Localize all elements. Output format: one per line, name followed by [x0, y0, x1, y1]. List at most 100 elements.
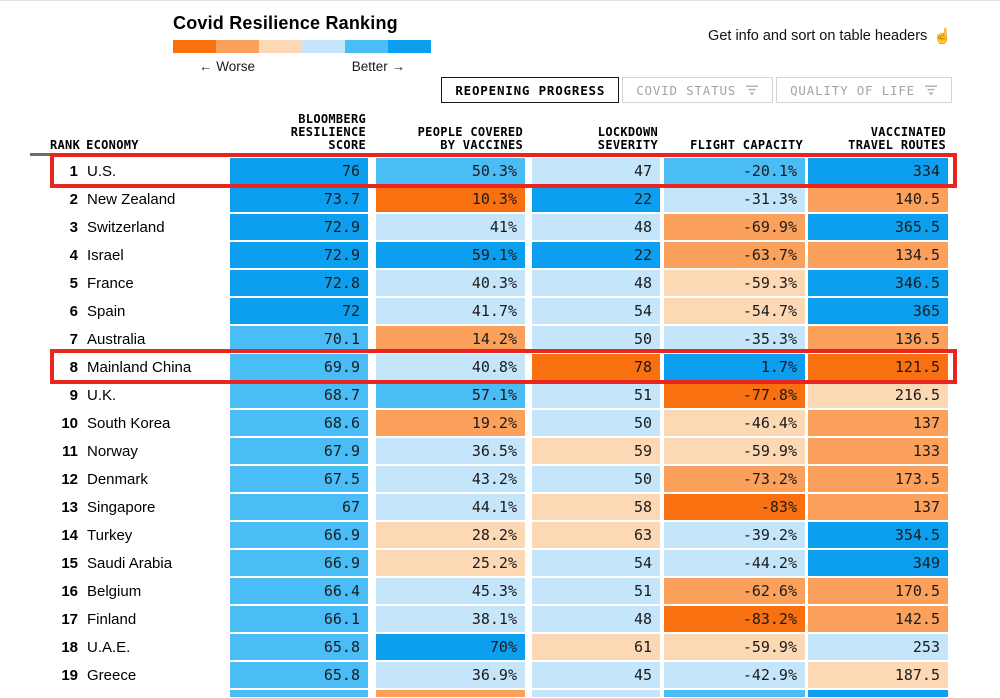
legend-color-medium_orange [216, 40, 259, 53]
rank-value: 7 [69, 330, 78, 348]
score-cell: 66.9 [230, 550, 368, 576]
lockdown-cell: 61 [532, 634, 660, 660]
rank-value: 3 [69, 218, 78, 236]
economy-name: New Zealand [87, 190, 176, 208]
lockdown-cell: 48 [532, 270, 660, 296]
score-cell: 70.1 [230, 326, 368, 352]
score-cell: 69.9 [230, 354, 368, 380]
flight-cell: -83% [664, 494, 805, 520]
economy-cell: 19 Greece [40, 662, 230, 688]
economy-name: U.K. [87, 386, 117, 404]
vaccines-cell: 41.7% [376, 298, 525, 324]
flight-cell: -54.7% [664, 298, 805, 324]
vaccines-cell: 19.2% [376, 410, 525, 436]
rank-value: 12 [61, 470, 78, 488]
tab-reopening-progress[interactable]: REOPENING PROGRESS [441, 77, 620, 103]
flight-cell: -59.3% [664, 270, 805, 296]
tab-quality-of-life[interactable]: QUALITY OF LIFE [776, 77, 952, 103]
header-lockdown-severity[interactable]: LOCKDOWN SEVERITY [597, 125, 658, 152]
rank-value: 4 [69, 246, 78, 264]
header-rank[interactable]: RANK [50, 138, 81, 152]
table-row-south-korea: 10 South Korea 68.6 19.2% 50 -46.4% 137 [40, 410, 948, 436]
partial-lockdown-cell [532, 690, 660, 697]
tab-label: REOPENING PROGRESS [455, 82, 606, 98]
sort-hint: Get info and sort on table headers ☝ [708, 28, 952, 44]
economy-cell: 18 U.A.E. [40, 634, 230, 660]
rank-value: 11 [62, 442, 78, 460]
lockdown-cell: 50 [532, 466, 660, 492]
economy-cell: 11 Norway [40, 438, 230, 464]
score-cell: 67.9 [230, 438, 368, 464]
lockdown-cell: 45 [532, 662, 660, 688]
routes-cell: 137 [808, 410, 948, 436]
lockdown-cell: 54 [532, 298, 660, 324]
rank-value: 13 [61, 498, 78, 516]
economy-cell: 2 New Zealand [40, 186, 230, 212]
flight-cell: 1.7% [664, 354, 805, 380]
rank-value: 6 [69, 302, 78, 320]
routes-cell: 136.5 [808, 326, 948, 352]
economy-name: Australia [87, 330, 146, 348]
routes-cell: 121.5 [808, 354, 948, 380]
flight-cell: -20.1% [664, 158, 805, 184]
vaccines-cell: 36.9% [376, 662, 525, 688]
flight-cell: -77.8% [664, 382, 805, 408]
vaccines-cell: 25.2% [376, 550, 525, 576]
tab-covid-status[interactable]: COVID STATUS [622, 77, 774, 103]
routes-cell: 334 [808, 158, 948, 184]
routes-cell: 365.5 [808, 214, 948, 240]
economy-cell: 14 Turkey [40, 522, 230, 548]
routes-cell: 354.5 [808, 522, 948, 548]
table-row-finland: 17 Finland 66.1 38.1% 48 -83.2% 142.5 [40, 606, 948, 632]
economy-cell: 3 Switzerland [40, 214, 230, 240]
table-row-turkey: 14 Turkey 66.9 28.2% 63 -39.2% 354.5 [40, 522, 948, 548]
economy-name: Mainland China [87, 358, 192, 376]
economy-name: U.A.E. [87, 638, 131, 656]
rank-value: 15 [61, 554, 78, 572]
flight-cell: -73.2% [664, 466, 805, 492]
score-cell: 76 [230, 158, 368, 184]
score-cell: 68.7 [230, 382, 368, 408]
table-header-row: RANK ECONOMY BLOOMBERG RESILIENCE SCORE … [40, 112, 948, 152]
routes-cell: 173.5 [808, 466, 948, 492]
flight-cell: -35.3% [664, 326, 805, 352]
lockdown-cell: 22 [532, 186, 660, 212]
vaccines-cell: 40.8% [376, 354, 525, 380]
header-vaccinated-routes[interactable]: VACCINATED TRAVEL ROUTES [848, 125, 946, 152]
table-row-u-a-e: 18 U.A.E. 65.8 70% 61 -59.9% 253 [40, 634, 948, 660]
header-resilience-score[interactable]: BLOOMBERG RESILIENCE SCORE [290, 112, 366, 152]
legend-color-pale_orange [259, 40, 302, 53]
economy-name: Greece [87, 666, 137, 684]
economy-cell: 15 Saudi Arabia [40, 550, 230, 576]
vaccines-cell: 45.3% [376, 578, 525, 604]
table-row-denmark: 12 Denmark 67.5 43.2% 50 -73.2% 173.5 [40, 466, 948, 492]
economy-cell: 13 Singapore [40, 494, 230, 520]
filter-sort-icon [746, 85, 759, 96]
legend-color-bright_blue [388, 40, 431, 53]
table-row-norway: 11 Norway 67.9 36.5% 59 -59.9% 133 [40, 438, 948, 464]
header-flight-capacity[interactable]: FLIGHT CAPACITY [690, 138, 803, 152]
color-scale-legend [173, 40, 431, 53]
flight-cell: -39.2% [664, 522, 805, 548]
header-underline [30, 153, 56, 156]
table-row-australia: 7 Australia 70.1 14.2% 50 -35.3% 136.5 [40, 326, 948, 352]
score-cell: 68.6 [230, 410, 368, 436]
lockdown-cell: 50 [532, 326, 660, 352]
routes-cell: 253 [808, 634, 948, 660]
flight-cell: -44.2% [664, 550, 805, 576]
lockdown-cell: 58 [532, 494, 660, 520]
lockdown-cell: 59 [532, 438, 660, 464]
header-people-covered[interactable]: PEOPLE COVERED BY VACCINES [417, 125, 523, 152]
score-cell: 73.7 [230, 186, 368, 212]
routes-cell: 170.5 [808, 578, 948, 604]
economy-cell: 6 Spain [40, 298, 230, 324]
routes-cell: 142.5 [808, 606, 948, 632]
economy-name: Singapore [87, 498, 156, 516]
routes-cell: 134.5 [808, 242, 948, 268]
header-rank-economy[interactable]: RANK ECONOMY [40, 139, 230, 152]
economy-name: U.S. [87, 162, 117, 180]
lockdown-cell: 51 [532, 578, 660, 604]
score-cell: 67 [230, 494, 368, 520]
vaccines-cell: 14.2% [376, 326, 525, 352]
header-economy[interactable]: ECONOMY [86, 138, 139, 152]
